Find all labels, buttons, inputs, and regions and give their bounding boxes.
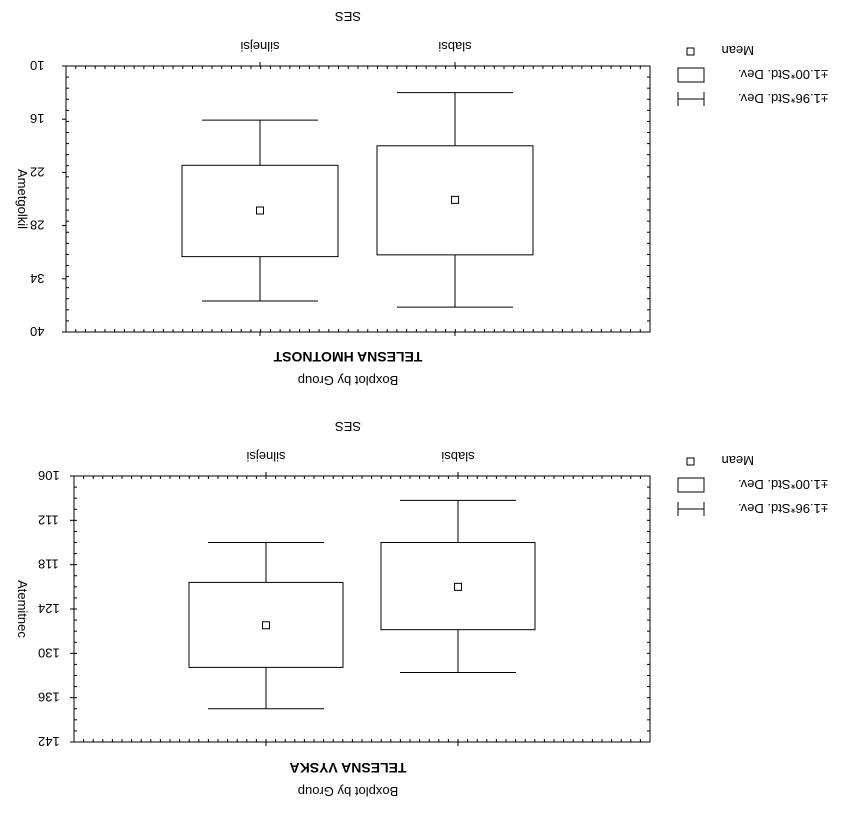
y-tick-label: 34 — [30, 271, 44, 286]
legend-label: ±1.00*Std. Dev. — [738, 477, 828, 492]
y-tick-label: 124 — [38, 601, 60, 616]
box-slabsi — [380, 499, 536, 674]
y-tick-label: 112 — [38, 512, 59, 527]
y-axis-label: Ametgolkil — [15, 169, 30, 229]
y-tick-label: 136 — [38, 690, 60, 705]
legend-label: ±1.00*Std. Dev. — [738, 67, 828, 82]
y-tick-label: 28 — [30, 218, 44, 233]
x-axis-label: TELESNA VYSKA — [290, 760, 407, 776]
y-tick-label: 22 — [30, 164, 44, 179]
category-label: silnejsi — [246, 449, 285, 464]
category-label: silnejsi — [240, 39, 279, 54]
legend-label: ±1.96*Std. Dev. — [738, 501, 828, 516]
y-tick-label: 118 — [38, 557, 59, 572]
y-tick-label: 106 — [38, 468, 60, 483]
chart-title: SES — [335, 419, 361, 434]
legend-label: Mean — [721, 43, 754, 58]
legend-mean-icon — [686, 457, 695, 466]
mean-marker — [256, 206, 264, 215]
legend-mean-icon — [686, 47, 695, 56]
plot-frame — [65, 65, 651, 333]
mean-marker — [451, 195, 459, 204]
legend-box-icon — [677, 477, 705, 493]
chart-subtitle: Boxplot by Group — [298, 784, 398, 799]
chart-2: 106 112 118 124 130 136 142 silnejsi slabsi SES TE… — [15, 419, 828, 799]
chart-subtitle: Boxplot by Group — [298, 373, 398, 388]
legend: Mean ±1.00*Std. Dev. ±1.96*Std. Dev. — [677, 453, 828, 516]
chart-1: 10 16 22 28 34 40 silnejsi slabsi SES TELESNA HMO… — [15, 9, 828, 388]
legend: Mean ±1.00*Std. Dev. ±1.96*Std. Dev. — [677, 43, 828, 106]
y-tick-label: 10 — [30, 58, 44, 73]
mean-marker — [262, 621, 270, 630]
legend-box-icon — [677, 67, 705, 83]
chart-title: SES — [335, 9, 361, 24]
category-label: slabsi — [441, 449, 474, 464]
box-silnejsi — [188, 542, 344, 710]
y-axis-label: Atemitnec — [15, 580, 30, 638]
y-tick-label: 130 — [38, 645, 60, 660]
legend-label: Mean — [721, 453, 754, 468]
y-tick-label: 16 — [30, 111, 44, 126]
legend-label: ±1.96*Std. Dev. — [738, 91, 828, 106]
category-label: slabsi — [438, 39, 471, 54]
y-tick-label: 142 — [38, 734, 60, 749]
box-silnejsi — [181, 119, 339, 302]
y-tick-label: 40 — [30, 324, 44, 339]
plot-frame — [73, 475, 651, 743]
box-slabsi — [376, 92, 534, 308]
x-axis-label: TELESNA HMOTNOST — [273, 349, 422, 365]
mean-marker — [454, 582, 462, 591]
